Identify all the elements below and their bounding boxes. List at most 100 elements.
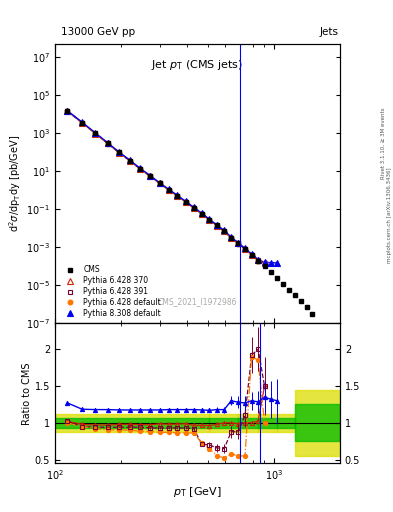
CMS xyxy=(268,269,273,275)
CMS xyxy=(215,222,219,228)
Pythia 6.428 370 xyxy=(128,158,132,164)
CMS xyxy=(304,304,309,310)
Pythia 8.308 default xyxy=(128,157,132,163)
Pythia 6.428 default xyxy=(93,131,98,137)
Pythia 6.428 391 xyxy=(166,187,171,193)
Pythia 6.428 default xyxy=(199,211,204,217)
CMS xyxy=(256,258,261,264)
CMS xyxy=(310,311,315,317)
CMS xyxy=(93,131,98,137)
Pythia 6.428 391 xyxy=(65,108,70,114)
Pythia 6.428 default xyxy=(222,228,226,234)
CMS xyxy=(65,108,70,114)
Pythia 8.308 default xyxy=(93,130,98,136)
Pythia 6.428 391 xyxy=(80,120,84,126)
Pythia 6.428 391 xyxy=(256,257,261,263)
CMS xyxy=(191,205,196,211)
Pythia 6.428 default xyxy=(191,205,196,211)
Pythia 6.428 391 xyxy=(93,131,98,137)
CMS xyxy=(117,150,121,156)
Pythia 6.428 default xyxy=(138,166,143,173)
Pythia 6.428 default xyxy=(256,258,261,264)
CMS xyxy=(80,120,84,126)
Pythia 6.428 370 xyxy=(166,187,171,193)
Text: Jet $p_\mathrm{T}$ (CMS jets): Jet $p_\mathrm{T}$ (CMS jets) xyxy=(151,57,244,72)
Legend: CMS, Pythia 6.428 370, Pythia 6.428 391, Pythia 6.428 default, Pythia 8.308 defa: CMS, Pythia 6.428 370, Pythia 6.428 391,… xyxy=(59,264,163,319)
Pythia 8.308 default xyxy=(166,186,171,193)
Pythia 6.428 370 xyxy=(256,257,261,263)
Pythia 8.308 default xyxy=(249,251,254,257)
CMS xyxy=(128,158,132,164)
Text: Rivet 3.1.10, ≥ 3M events: Rivet 3.1.10, ≥ 3M events xyxy=(381,108,386,179)
Pythia 8.308 default xyxy=(256,257,261,263)
CMS xyxy=(175,193,180,199)
Pythia 6.428 370 xyxy=(236,241,241,247)
Pythia 6.428 default xyxy=(262,260,267,266)
Text: Jets: Jets xyxy=(320,27,339,37)
CMS xyxy=(299,298,303,304)
Pythia 8.308 default xyxy=(215,222,219,228)
Pythia 8.308 default xyxy=(191,204,196,210)
CMS xyxy=(222,228,226,234)
Pythia 6.428 370 xyxy=(175,193,180,199)
Pythia 6.428 391 xyxy=(117,150,121,156)
Pythia 6.428 default xyxy=(80,120,84,126)
Pythia 6.428 default xyxy=(128,158,132,164)
Pythia 6.428 default xyxy=(183,199,188,205)
CMS xyxy=(148,173,152,179)
Pythia 8.308 default xyxy=(148,173,152,179)
Pythia 8.308 default xyxy=(183,198,188,204)
Pythia 8.308 default xyxy=(268,260,273,266)
Pythia 6.428 default xyxy=(215,223,219,229)
Pythia 6.428 391 xyxy=(183,199,188,205)
Text: mcplots.cern.ch [arXiv:1306.3436]: mcplots.cern.ch [arXiv:1306.3436] xyxy=(387,167,391,263)
Pythia 6.428 391 xyxy=(249,252,254,258)
Pythia 6.428 391 xyxy=(157,180,162,186)
Pythia 6.428 370 xyxy=(138,166,143,172)
Pythia 6.428 370 xyxy=(242,246,247,252)
Pythia 6.428 391 xyxy=(236,241,241,247)
Pythia 6.428 default xyxy=(148,173,152,179)
Pythia 8.308 default xyxy=(157,180,162,186)
Pythia 8.308 default xyxy=(117,149,121,155)
CMS xyxy=(157,180,162,186)
Pythia 6.428 default xyxy=(236,241,241,247)
Pythia 6.428 default xyxy=(157,180,162,186)
Pythia 6.428 default xyxy=(105,140,110,146)
Pythia 6.428 391 xyxy=(128,158,132,164)
CMS xyxy=(207,217,212,223)
CMS xyxy=(242,246,247,252)
Pythia 6.428 370 xyxy=(117,150,121,156)
Pythia 8.308 default xyxy=(138,165,143,172)
Pythia 6.428 default xyxy=(166,187,171,193)
CMS xyxy=(249,252,254,258)
Pythia 8.308 default xyxy=(80,119,84,125)
CMS xyxy=(105,140,110,146)
Pythia 6.428 391 xyxy=(222,228,226,234)
Pythia 6.428 370 xyxy=(249,252,254,258)
Pythia 6.428 391 xyxy=(262,260,267,266)
CMS xyxy=(199,210,204,217)
Pythia 6.428 370 xyxy=(222,228,226,234)
CMS xyxy=(236,240,241,246)
Pythia 6.428 391 xyxy=(229,235,233,241)
Pythia 6.428 default xyxy=(117,150,121,156)
Pythia 6.428 370 xyxy=(215,223,219,229)
Pythia 6.428 391 xyxy=(175,193,180,199)
Pythia 8.308 default xyxy=(275,260,279,266)
CMS xyxy=(229,235,233,241)
Pythia 8.308 default xyxy=(262,260,267,266)
Text: CMS_2021_I1972986: CMS_2021_I1972986 xyxy=(158,297,237,307)
Pythia 6.428 default xyxy=(175,193,180,199)
Line: Pythia 8.308 default: Pythia 8.308 default xyxy=(65,108,280,266)
CMS xyxy=(138,166,143,172)
Line: Pythia 6.428 370: Pythia 6.428 370 xyxy=(65,109,267,266)
Pythia 6.428 370 xyxy=(229,235,233,241)
Pythia 6.428 370 xyxy=(262,260,267,266)
Pythia 6.428 391 xyxy=(199,211,204,217)
Pythia 6.428 391 xyxy=(148,173,152,179)
Pythia 6.428 default xyxy=(207,217,212,223)
Line: Pythia 6.428 default: Pythia 6.428 default xyxy=(65,109,267,266)
Pythia 6.428 default xyxy=(65,108,70,114)
CMS xyxy=(262,263,267,269)
